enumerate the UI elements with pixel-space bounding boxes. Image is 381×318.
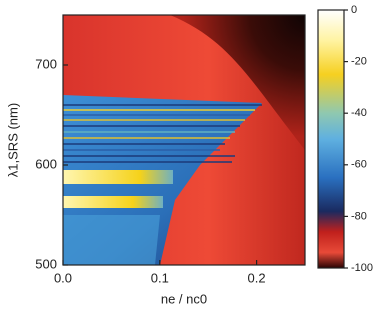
x-tick-label: 0.2: [248, 270, 266, 285]
colorbar-tick-label: -60: [351, 159, 367, 171]
y-axis-label: λ1,SRS (nm): [5, 103, 20, 177]
heatmap: [63, 15, 305, 265]
colorbar: [317, 9, 345, 269]
y-tick-label: 500: [35, 256, 57, 271]
colorbar-tick-label: -20: [351, 56, 367, 68]
x-axis-label: ne / nc0: [161, 291, 207, 306]
x-tick-label: 0.0: [54, 270, 72, 285]
plot-frame: [62, 14, 306, 266]
y-tick-label: 700: [35, 56, 57, 71]
colorbar-tick-label: -40: [351, 107, 367, 119]
y-tick-label: 600: [35, 156, 57, 171]
colorbar-tick-label: -100: [351, 262, 373, 274]
colorbar-tick-label: -80: [351, 210, 367, 222]
colorbar-tick-label: 0: [351, 4, 357, 16]
x-tick-label: 0.1: [151, 270, 169, 285]
